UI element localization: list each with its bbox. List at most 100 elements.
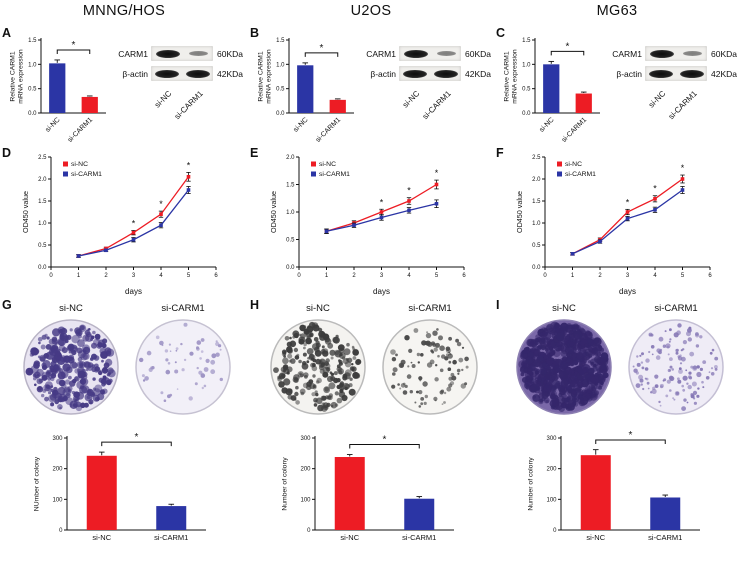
svg-text:0.0: 0.0 — [522, 111, 531, 117]
svg-text:si-CARM1: si-CARM1 — [402, 533, 436, 542]
svg-text:1.0: 1.0 — [522, 62, 531, 68]
blot-row-carm1: CARM1 60KDa — [112, 45, 246, 62]
blot-lanes-actin — [151, 66, 213, 81]
lane-label-si-nc: si-NC — [400, 89, 422, 110]
svg-text:si-NC: si-NC — [292, 116, 309, 133]
lane-label-si-carm1: si-CARM1 — [172, 89, 205, 122]
svg-text:*: * — [187, 160, 191, 170]
cck8-growth-curve-mnng-hos: 0 1 2 3 4 5 6 0.0 0.5 1.0 1.5 2.0 2.5 * * * si-NC si-CARM… — [21, 155, 218, 296]
western-blot-u2os: CARM1 60KDa β-actin 42KDa si-NC si-CARM1 — [360, 45, 494, 145]
svg-text:2.5: 2.5 — [38, 155, 47, 161]
svg-text:6: 6 — [462, 273, 466, 279]
carm1-band-si-carm1 — [437, 51, 457, 56]
svg-text:200: 200 — [300, 467, 311, 473]
svg-text:0: 0 — [553, 528, 557, 534]
svg-text:0.0: 0.0 — [286, 265, 295, 271]
svg-text:days: days — [125, 287, 142, 296]
svg-text:1.5: 1.5 — [276, 38, 285, 44]
svg-text:*: * — [626, 197, 630, 207]
svg-text:si-NC: si-NC — [71, 161, 88, 168]
svg-text:300: 300 — [546, 436, 557, 442]
carm1-band-si-nc — [649, 49, 674, 58]
svg-text:NUmber of colony: NUmber of colony — [34, 456, 41, 511]
svg-text:1.0: 1.0 — [532, 221, 541, 227]
svg-text:si-NC: si-NC — [92, 533, 111, 542]
column-mg63: MG63 C 0.0 0.5 1.0 1.5 si-NC si-CARM1 * Relativ… — [494, 0, 740, 574]
svg-text:*: * — [159, 199, 163, 209]
svg-text:OD450 value: OD450 value — [515, 191, 524, 233]
svg-text:si-CARM1: si-CARM1 — [154, 533, 188, 542]
svg-text:300: 300 — [52, 436, 63, 442]
panel-e: E 0 1 2 3 4 5 6 0.0 0.5 1.0 1.5 2.0 * * * si-NC si-CARM1… — [248, 145, 494, 297]
svg-text:mRNA expression: mRNA expression — [512, 49, 519, 104]
blot-protein-label: β-actin — [370, 68, 396, 79]
svg-text:Relative CARM1: Relative CARM1 — [258, 51, 265, 101]
actin-band-si-nc — [154, 69, 179, 78]
carm1-band-si-nc — [403, 49, 428, 58]
svg-text:0.5: 0.5 — [276, 87, 285, 93]
svg-text:2.5: 2.5 — [532, 155, 541, 161]
svg-text:*: * — [320, 43, 324, 54]
colony-si-carm1: si-CARM1 — [380, 303, 480, 417]
blot-kda-label: 60KDa — [217, 48, 243, 59]
colony-plate-image-si-nc — [23, 319, 119, 415]
colony-label-si-nc: si-NC — [306, 303, 330, 314]
svg-text:*: * — [566, 41, 570, 52]
svg-text:0.0: 0.0 — [276, 111, 285, 117]
panel-letter-c: C — [496, 26, 506, 40]
svg-text:*: * — [407, 186, 411, 196]
blot-protein-label: CARM1 — [118, 48, 148, 59]
svg-text:*: * — [132, 218, 136, 228]
panel-letter-g: G — [2, 298, 12, 312]
svg-text:*: * — [135, 432, 139, 443]
actin-band-si-nc — [402, 69, 427, 78]
blot-kda-label: 42KDa — [217, 68, 243, 79]
blot-kda-label: 60KDa — [711, 48, 737, 59]
carm1-mrna-bar-chart-mg63: 0.0 0.5 1.0 1.5 si-NC si-CARM1 * Relative CARM1… — [504, 38, 600, 144]
svg-text:si-CARM1: si-CARM1 — [561, 116, 589, 144]
blot-protein-label: CARM1 — [366, 48, 396, 59]
western-blot-mnng-hos: CARM1 60KDa β-actin 42KDa si-NC si-CARM1 — [112, 45, 246, 145]
colony-count-bar-chart-mnng-hos: 0 100 200 300 si-NC si-CARM1 * NUmber of colony — [34, 432, 206, 542]
svg-text:4: 4 — [159, 273, 163, 279]
colony-label-si-nc: si-NC — [59, 303, 83, 314]
colony-label-si-carm1: si-CARM1 — [408, 303, 452, 314]
colony-label-si-carm1: si-CARM1 — [161, 303, 205, 314]
svg-text:si-CARM1: si-CARM1 — [67, 116, 95, 144]
svg-text:0.0: 0.0 — [28, 111, 37, 117]
svg-text:Number of colony: Number of colony — [528, 457, 535, 511]
svg-text:0.5: 0.5 — [286, 238, 295, 244]
svg-text:mRNA expression: mRNA expression — [18, 49, 25, 104]
actin-band-si-carm1 — [679, 69, 704, 78]
svg-text:0: 0 — [297, 273, 301, 279]
colony-plates-mg63: si-NC si-CARM1 — [500, 303, 740, 417]
blot-lanes-carm1 — [151, 46, 213, 61]
svg-text:1: 1 — [325, 273, 329, 279]
carm1-mrna-bar-chart-mnng-hos: 0.0 0.5 1.0 1.5 si-NC si-CARM1 * Relative CARM1… — [10, 38, 106, 144]
blot-protein-label: CARM1 — [612, 48, 642, 59]
panel-letter-i: I — [496, 298, 500, 312]
colony-plate-image-si-nc — [516, 319, 612, 415]
svg-text:si-CARM1: si-CARM1 — [565, 171, 596, 178]
blot-kda-label: 42KDa — [711, 68, 737, 79]
svg-text:*: * — [681, 163, 685, 173]
svg-text:1.0: 1.0 — [38, 221, 47, 227]
colony-label-si-carm1: si-CARM1 — [654, 303, 698, 314]
panel-letter-h: H — [250, 298, 260, 312]
svg-text:Number of colony: Number of colony — [282, 457, 289, 511]
svg-text:si-CARM1: si-CARM1 — [648, 533, 682, 542]
svg-text:*: * — [653, 184, 657, 194]
svg-text:*: * — [629, 430, 633, 441]
svg-text:2.0: 2.0 — [38, 177, 47, 183]
carm1-band-si-carm1 — [189, 51, 209, 56]
svg-text:1.5: 1.5 — [532, 199, 541, 205]
panel-b: B 0.0 0.5 1.0 1.5 si-NC si-CARM1 * Relative CAR… — [248, 25, 494, 145]
lane-label-si-carm1: si-CARM1 — [420, 89, 453, 122]
column-title-mnng-hos: MNNG/HOS — [82, 3, 166, 19]
colony-si-carm1: si-CARM1 — [133, 303, 233, 417]
colony-plates-mnng-hos: si-NC si-CARM1 — [6, 303, 248, 417]
panel-g: G si-NC si-CARM1 0 100 200 300 si-NC si-CARM1… — [0, 297, 248, 574]
svg-text:200: 200 — [52, 467, 63, 473]
svg-text:mRNA expression: mRNA expression — [266, 49, 273, 104]
svg-text:0.5: 0.5 — [522, 87, 531, 93]
